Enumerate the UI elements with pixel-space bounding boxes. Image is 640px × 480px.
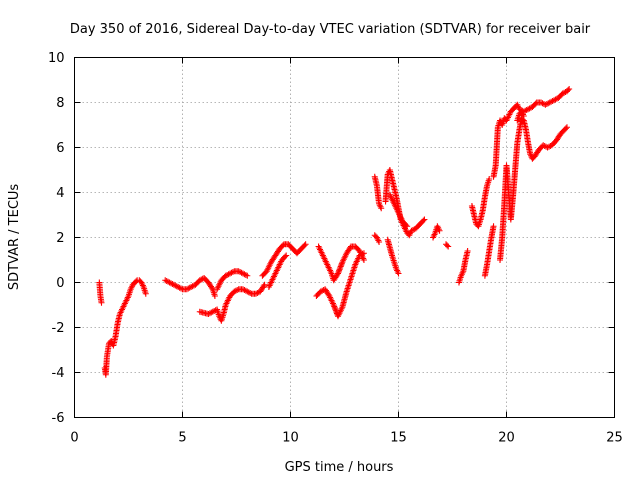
y-tick-label: 6 <box>56 141 64 156</box>
data-point <box>98 299 105 306</box>
data-point <box>261 281 268 288</box>
grid-lines <box>74 57 615 418</box>
x-tick-label: 5 <box>178 431 186 446</box>
data-point <box>208 284 215 291</box>
y-tick-labels: -6 -4 -2 0 2 4 6 8 10 <box>48 51 65 426</box>
data-point <box>359 251 366 257</box>
y-tick-label: 8 <box>56 96 64 111</box>
y-tick-label: -4 <box>52 366 65 381</box>
x-tick-labels: 0 5 10 15 20 25 <box>70 431 622 446</box>
data-point <box>254 290 261 296</box>
data-point <box>229 269 236 275</box>
data-point <box>360 250 367 257</box>
x-tick-label: 20 <box>498 431 515 446</box>
data-point <box>464 248 471 254</box>
data-point <box>376 202 383 209</box>
data-point <box>283 252 290 259</box>
data-points <box>96 86 573 378</box>
data-point <box>445 243 452 250</box>
data-point <box>301 242 308 249</box>
data-point <box>178 285 185 292</box>
data-point <box>421 216 428 223</box>
y-axis-label: SDTVAR / TECUs <box>7 184 22 291</box>
data-point <box>436 227 443 234</box>
x-axis-label: GPS time / hours <box>285 460 394 475</box>
data-point <box>403 222 410 229</box>
data-point <box>404 223 411 230</box>
data-point <box>211 293 218 299</box>
data-point <box>539 100 546 107</box>
data-point <box>302 241 309 248</box>
data-point <box>395 270 402 277</box>
data-point <box>378 205 385 212</box>
y-tick-label: 0 <box>56 276 64 291</box>
y-tick-label: 2 <box>56 231 64 246</box>
x-tick-label: 15 <box>390 431 407 446</box>
data-point <box>234 287 241 293</box>
data-point <box>244 272 251 279</box>
data-point <box>247 290 254 296</box>
data-point <box>260 283 267 290</box>
x-tick-label: 25 <box>606 431 623 446</box>
data-point <box>563 124 570 131</box>
data-point <box>520 113 527 119</box>
data-point <box>420 217 427 224</box>
data-point <box>360 257 367 263</box>
data-point <box>282 253 289 260</box>
y-tick-label: -2 <box>52 321 65 336</box>
y-tick-label: 4 <box>56 186 64 201</box>
plot-frame <box>74 57 615 418</box>
chart-title: Day 350 of 2016, Sidereal Day-to-day VTE… <box>70 22 591 37</box>
y-tick-label: 10 <box>48 51 65 66</box>
x-tick-label: 10 <box>282 431 299 446</box>
data-point <box>562 125 569 132</box>
data-point <box>334 271 341 278</box>
data-point <box>376 239 383 245</box>
data-point <box>242 272 249 278</box>
data-point <box>490 223 497 230</box>
y-tick-label: -6 <box>52 411 65 426</box>
data-point <box>566 86 573 92</box>
data-point <box>486 176 493 182</box>
data-point <box>142 290 149 297</box>
x-tick-label: 0 <box>70 431 78 446</box>
data-point <box>444 242 451 249</box>
data-point <box>565 87 572 94</box>
